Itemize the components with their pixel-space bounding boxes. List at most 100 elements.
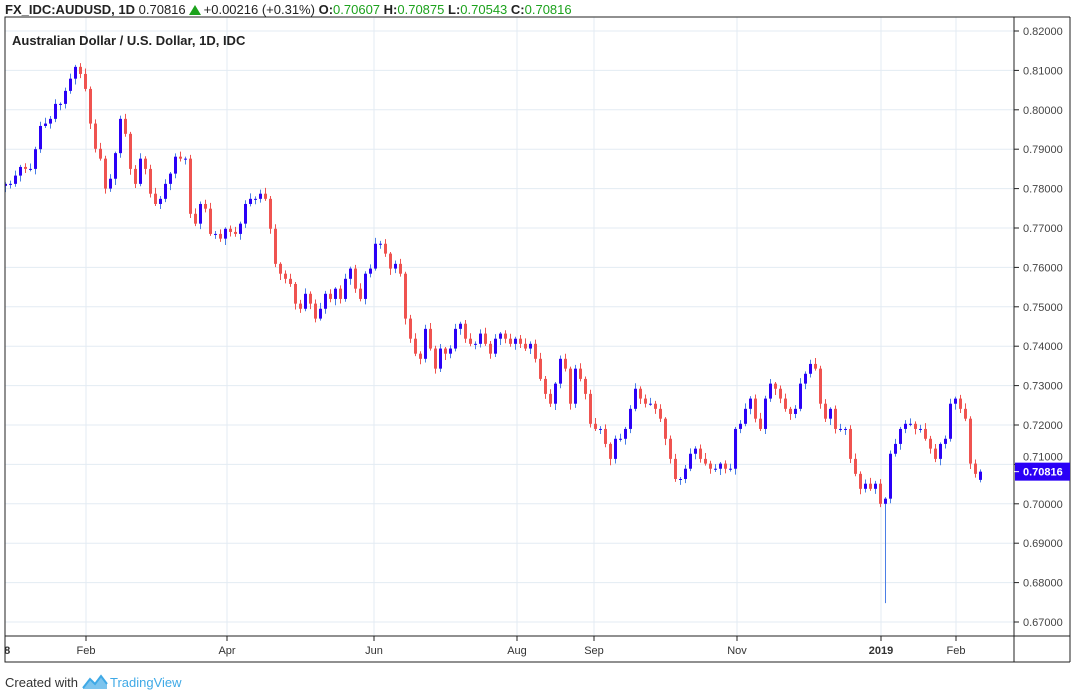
candle [759,412,762,431]
candle-body [174,156,177,174]
candles [5,63,982,604]
candle-body [539,358,542,379]
candle-body [34,149,37,169]
candle [34,146,37,175]
candle-body [409,318,412,339]
candle-body [189,158,192,214]
x-tick-label: Aug [507,645,527,657]
candle [79,63,82,79]
x-tick-label: Nov [727,645,747,657]
candle-body [139,158,142,184]
candle [204,199,207,213]
candle [609,442,612,466]
candle-body [249,198,252,204]
candle [754,394,757,423]
y-tick-label: 0.74000 [1023,341,1063,353]
candle [789,406,792,420]
candle [584,376,587,400]
candle-body [879,483,882,504]
candle [304,288,307,312]
x-tick-label: Feb [947,645,966,657]
candle-body [564,358,567,369]
candle-body [149,168,152,194]
candle-body [274,228,277,264]
candle-body [774,383,777,389]
candle [259,189,262,203]
candle [9,180,12,189]
candle [474,341,477,350]
candle [274,224,277,268]
candle [329,289,332,303]
candle [499,332,502,346]
candle-body [199,203,202,224]
candle-body [604,428,607,444]
candle-body [89,88,92,124]
y-tick-label: 0.82000 [1023,26,1063,38]
candle [844,426,847,435]
candle-body [339,288,342,299]
candle-body [364,273,367,299]
candle [139,153,142,187]
high-label: H: [383,2,398,17]
candle-body [289,278,292,284]
candle-body [614,438,617,459]
candle-body [344,278,347,299]
candle-body [834,408,837,429]
candle-body [509,338,512,344]
candle [969,416,972,470]
candle [184,156,187,165]
candle-body [869,483,872,489]
candle [734,426,737,475]
candle-body [519,338,522,344]
x-tick-label: 2019 [869,645,893,657]
candle [574,364,577,408]
candle [714,464,717,473]
candle [494,334,497,357]
candle-body [304,293,307,309]
candle-body [934,448,937,459]
tradingview-link[interactable]: TradingView [109,674,182,690]
y-tick-label: 0.75000 [1023,302,1063,314]
x-tick-label: Feb [77,645,96,657]
x-tick-label: Sep [584,645,604,657]
candle [764,395,767,434]
candle [699,444,702,463]
candle-body [384,243,387,254]
candle [154,187,157,206]
candle [244,200,247,228]
candle-body [769,383,772,399]
candle-body [679,478,682,480]
candle-body [254,198,257,200]
candle-body [659,408,662,419]
candle [119,115,122,158]
candle [729,463,732,472]
candle-body [734,428,737,469]
candle-body [184,158,187,160]
symbol-name: FX_IDC:AUDUSD, 1D [5,2,136,17]
candle-body [469,338,472,344]
candle [489,340,492,359]
candle [89,86,92,130]
candle-body [749,398,752,409]
candle-body [94,123,97,149]
candle [484,327,487,346]
candle [384,239,387,257]
candle [929,435,932,454]
candle [284,270,287,284]
candle [809,359,812,378]
candle [524,338,527,351]
candle-body [414,338,417,354]
candle-body [404,273,407,319]
candle [819,365,822,409]
candle [254,196,257,205]
last-price: 0.70816 [138,2,186,17]
candle [954,396,957,410]
candle [964,403,967,422]
candle [944,435,947,449]
candle-body [609,443,612,459]
candle [359,283,362,302]
candle [554,382,557,411]
candle [939,442,942,466]
candle-body [814,363,817,369]
